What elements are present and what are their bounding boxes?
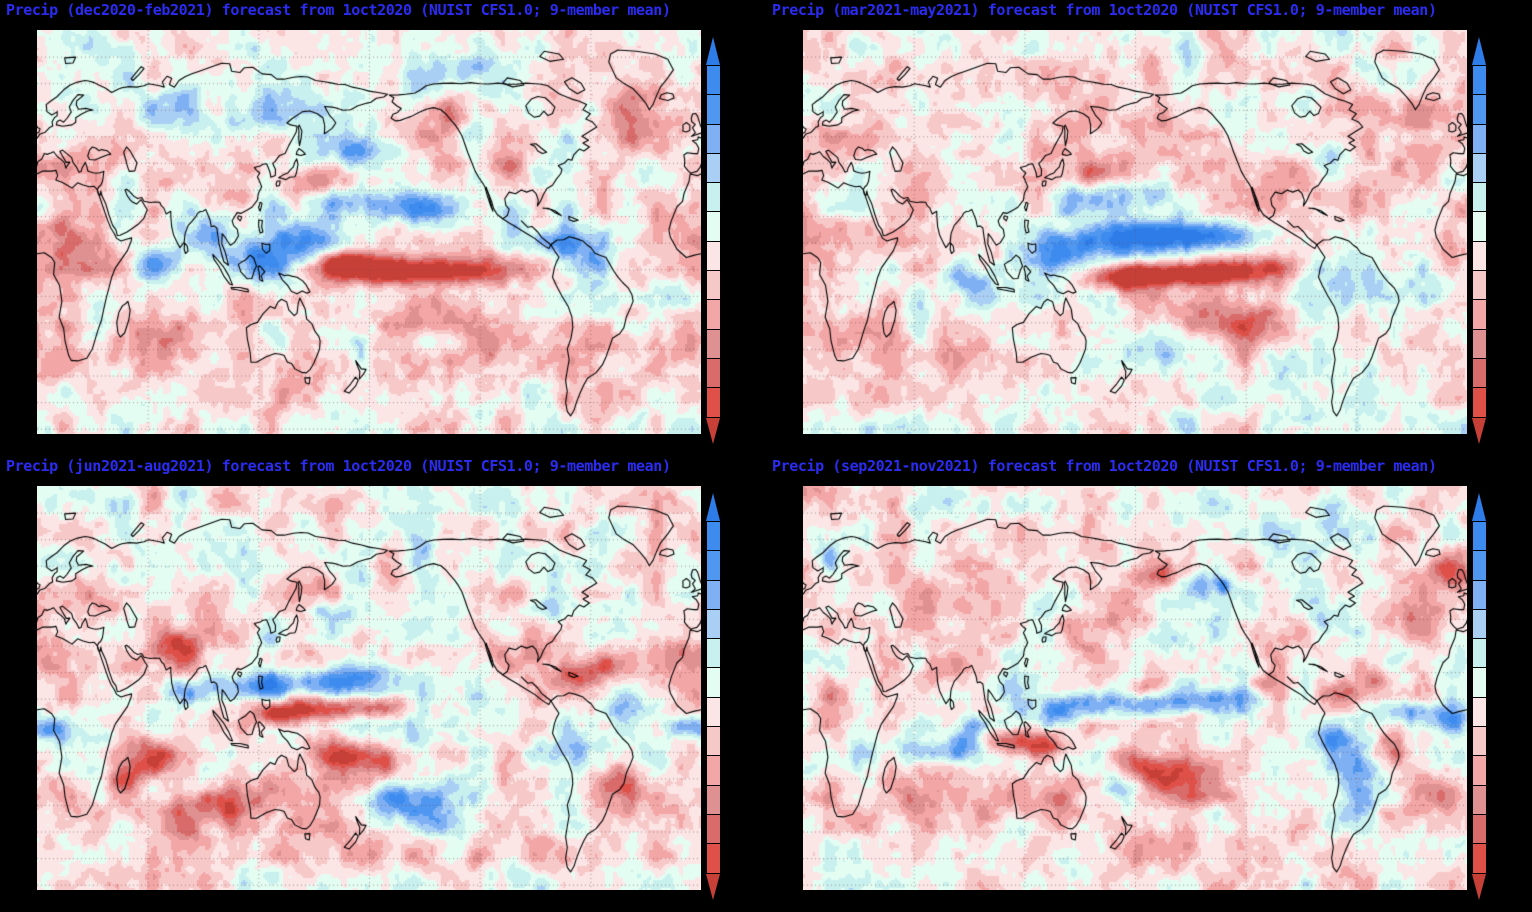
colorbar-arrow-up (1472, 37, 1486, 65)
map-canvas-son (803, 486, 1467, 890)
colorbar-segment (707, 153, 720, 184)
colorbar-arrow-down (706, 417, 720, 444)
panel-djf: Precip (dec2020-feb2021) forecast from 1… (0, 0, 766, 456)
colorbar-segment (707, 756, 720, 786)
colorbar-segment (1473, 358, 1486, 389)
colorbar-segment (1473, 241, 1486, 272)
colorbar-segment (707, 609, 720, 640)
colorbar-segment (1473, 609, 1486, 640)
panel-son: Precip (sep2021-nov2021) forecast from 1… (766, 456, 1532, 912)
colorbar-segment (1473, 756, 1486, 786)
colorbar-segment (1473, 124, 1486, 154)
colorbar-segment (707, 271, 720, 301)
map-canvas-mam (803, 30, 1467, 434)
colorbar-segment (1473, 639, 1486, 669)
colorbar-arrow-down (706, 873, 720, 900)
colorbar-segment (1473, 522, 1486, 552)
colorbar-scale (706, 65, 721, 418)
panel-title-son: Precip (sep2021-nov2021) forecast from 1… (772, 457, 1437, 475)
colorbar-segment (707, 358, 720, 389)
colorbar-son (1472, 493, 1487, 900)
colorbar-segment (707, 668, 720, 698)
panel-jja: Precip (jun2021-aug2021) forecast from 1… (0, 456, 766, 912)
colorbar-segment (707, 241, 720, 272)
colorbar-segment (1473, 388, 1486, 417)
colorbar-segment (707, 814, 720, 845)
colorbar-segment (1473, 212, 1486, 242)
colorbar-segment (707, 785, 720, 815)
colorbar-segment (1473, 727, 1486, 757)
colorbar-arrow-down (1472, 873, 1486, 900)
colorbar-mam (1472, 37, 1487, 444)
colorbar-segment (1473, 183, 1486, 213)
map-canvas-djf (37, 30, 701, 434)
panel-title-jja: Precip (jun2021-aug2021) forecast from 1… (6, 457, 671, 475)
colorbar-arrow-down (1472, 417, 1486, 444)
colorbar-segment (707, 844, 720, 873)
colorbar-scale (1472, 521, 1487, 874)
panel-title-mam: Precip (mar2021-may2021) forecast from 1… (772, 1, 1437, 19)
colorbar-segment (707, 124, 720, 154)
colorbar-segment (707, 183, 720, 213)
colorbar-segment (707, 639, 720, 669)
colorbar-segment (1473, 844, 1486, 873)
colorbar-segment (707, 388, 720, 417)
colorbar-scale (1472, 65, 1487, 418)
colorbar-segment (707, 697, 720, 728)
colorbar-segment (1473, 95, 1486, 125)
colorbar-segment (707, 66, 720, 96)
colorbar-arrow-up (1472, 493, 1486, 521)
colorbar-segment (1473, 66, 1486, 96)
colorbar-segment (707, 727, 720, 757)
colorbar-segment (1473, 785, 1486, 815)
colorbar-segment (707, 300, 720, 330)
colorbar-scale (706, 521, 721, 874)
colorbar-segment (707, 522, 720, 552)
colorbar-segment (1473, 271, 1486, 301)
colorbar-djf (706, 37, 721, 444)
colorbar-segment (1473, 329, 1486, 359)
colorbar-segment (1473, 551, 1486, 581)
panel-title-djf: Precip (dec2020-feb2021) forecast from 1… (6, 1, 671, 19)
map-canvas-jja (37, 486, 701, 890)
colorbar-segment (1473, 668, 1486, 698)
colorbar-segment (707, 329, 720, 359)
colorbar-jja (706, 493, 721, 900)
colorbar-segment (707, 551, 720, 581)
colorbar-segment (1473, 153, 1486, 184)
colorbar-segment (1473, 580, 1486, 610)
colorbar-segment (1473, 814, 1486, 845)
colorbar-segment (1473, 697, 1486, 728)
colorbar-segment (707, 212, 720, 242)
colorbar-arrow-up (706, 493, 720, 521)
colorbar-arrow-up (706, 37, 720, 65)
colorbar-segment (707, 580, 720, 610)
colorbar-segment (707, 95, 720, 125)
panel-mam: Precip (mar2021-may2021) forecast from 1… (766, 0, 1532, 456)
colorbar-segment (1473, 300, 1486, 330)
